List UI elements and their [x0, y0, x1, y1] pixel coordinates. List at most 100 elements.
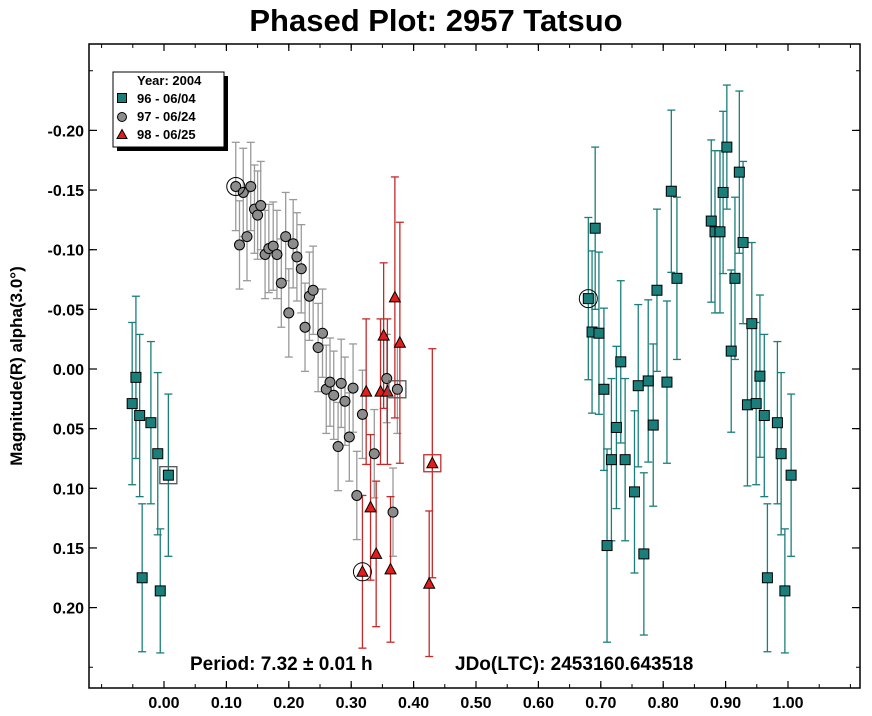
chart-title: Phased Plot: 2957 Tatsuo	[249, 3, 622, 38]
y-tick-label: 0.00	[53, 362, 84, 379]
data-point-triangle	[381, 384, 394, 397]
x-tick-label: 0.50	[460, 695, 491, 712]
period-annotation: Period: 7.32 ± 0.01 h	[190, 654, 373, 675]
data-point-circle	[324, 376, 336, 388]
y-tick-label: 0.05	[53, 422, 84, 439]
legend-entry-96: 96 - 06/04	[137, 91, 196, 106]
legend-entry-97: 97 - 06/24	[137, 109, 196, 124]
data-point-triangle	[356, 564, 369, 577]
data-point-circle	[283, 307, 295, 319]
data-point-square	[671, 272, 683, 284]
data-point-circle	[356, 408, 368, 420]
y-tick-label: -0.15	[48, 183, 85, 200]
x-tick-label: 0.40	[398, 695, 429, 712]
data-point-triangle	[377, 328, 390, 341]
data-point-square	[746, 318, 758, 330]
data-point-square	[725, 345, 737, 357]
data-point-circle	[307, 284, 319, 296]
x-axis: 0.00 0.10 0.20 0.30 0.40 0.50 0.60 0.70 0.80 0.90…	[101, 44, 851, 712]
data-point-square	[642, 375, 654, 387]
y-tick-label: -0.05	[48, 302, 85, 319]
data-point-triangle	[425, 456, 439, 469]
data-point-square	[775, 448, 787, 460]
data-point-square	[136, 572, 148, 584]
data-point-triangle	[422, 576, 436, 589]
data-point-circle	[245, 180, 257, 192]
data-point-circle	[312, 342, 324, 354]
data-point-square	[598, 383, 610, 395]
data-point-circle	[255, 200, 267, 212]
data-point-triangle	[364, 500, 377, 513]
data-point-circle	[343, 431, 355, 443]
y-axis: -0.20 -0.15 -0.10 -0.05 0.00 0.05 0.10 0.15 0.20	[48, 70, 860, 668]
data-point-square	[754, 370, 766, 382]
y-tick-label: -0.10	[48, 243, 85, 260]
data-point-square	[665, 185, 677, 197]
data-point-square	[785, 469, 797, 481]
data-point-triangle	[359, 384, 373, 397]
highlight-box	[388, 380, 407, 399]
data-point-square	[130, 371, 142, 383]
data-point-square	[134, 410, 146, 422]
data-point-circle	[252, 209, 264, 221]
data-point-triangle	[384, 562, 397, 575]
data-point-square	[737, 237, 749, 249]
data-point-square	[729, 272, 741, 284]
data-point-square	[601, 540, 613, 552]
x-tick-label: 0.10	[211, 695, 242, 712]
data-point-square	[610, 421, 622, 433]
legend-shadow-bottom	[117, 147, 228, 151]
data-point-circle	[241, 231, 253, 243]
data-point-square	[126, 398, 138, 410]
data-point-circle	[335, 377, 347, 389]
legend: Year: 2004 96 - 06/04 97 - 06/24 98 - 06…	[112, 71, 228, 151]
data-point-square	[145, 417, 157, 429]
data-point-circle	[271, 248, 283, 260]
data-point-circle	[381, 373, 393, 385]
x-tick-label: 0.70	[585, 695, 616, 712]
data-point-square	[661, 376, 673, 388]
legend-marker-98	[116, 128, 128, 139]
data-point-square	[619, 454, 631, 466]
y-tick-label: -0.20	[48, 123, 85, 140]
data-point-triangle	[388, 290, 402, 303]
data-point-square	[717, 186, 729, 198]
data-point-square	[733, 166, 745, 178]
x-tick-label: 0.60	[523, 695, 554, 712]
highlight-box	[423, 454, 442, 473]
data-point-square	[779, 585, 791, 597]
data-point-circle	[287, 238, 299, 250]
data-point-circle	[351, 489, 363, 501]
data-point-square	[589, 222, 601, 234]
data-point-triangle	[393, 335, 407, 348]
data-point-square	[721, 141, 733, 153]
data-point-square	[632, 380, 644, 392]
highlight-box	[159, 466, 178, 485]
data-point-circle	[299, 321, 311, 333]
data-point-circle	[275, 277, 287, 289]
data-point-square	[154, 585, 166, 597]
data-point-circle	[280, 231, 292, 243]
data-point-square	[714, 226, 726, 238]
data-point-circle	[291, 251, 303, 263]
legend-box	[112, 71, 225, 148]
x-tick-label: 0.80	[648, 695, 679, 712]
data-point-circle	[295, 263, 307, 275]
data-point-square	[582, 293, 594, 305]
data-point-circle	[387, 506, 399, 518]
data-point-circle	[368, 448, 380, 460]
legend-entry-98: 98 - 06/25	[137, 127, 196, 142]
data-point-square	[605, 454, 617, 466]
y-tick-label: 0.20	[53, 601, 84, 618]
x-tick-label: 0.30	[336, 695, 367, 712]
data-point-circle	[332, 441, 344, 453]
data-point-circle	[230, 180, 242, 192]
data-point-square	[758, 410, 770, 422]
highlight-circle	[352, 562, 372, 582]
data-series	[126, 84, 797, 658]
x-tick-label: 0.20	[273, 695, 304, 712]
data-point-circle	[339, 395, 351, 407]
data-point-square	[651, 284, 663, 296]
data-point-square	[152, 448, 164, 460]
